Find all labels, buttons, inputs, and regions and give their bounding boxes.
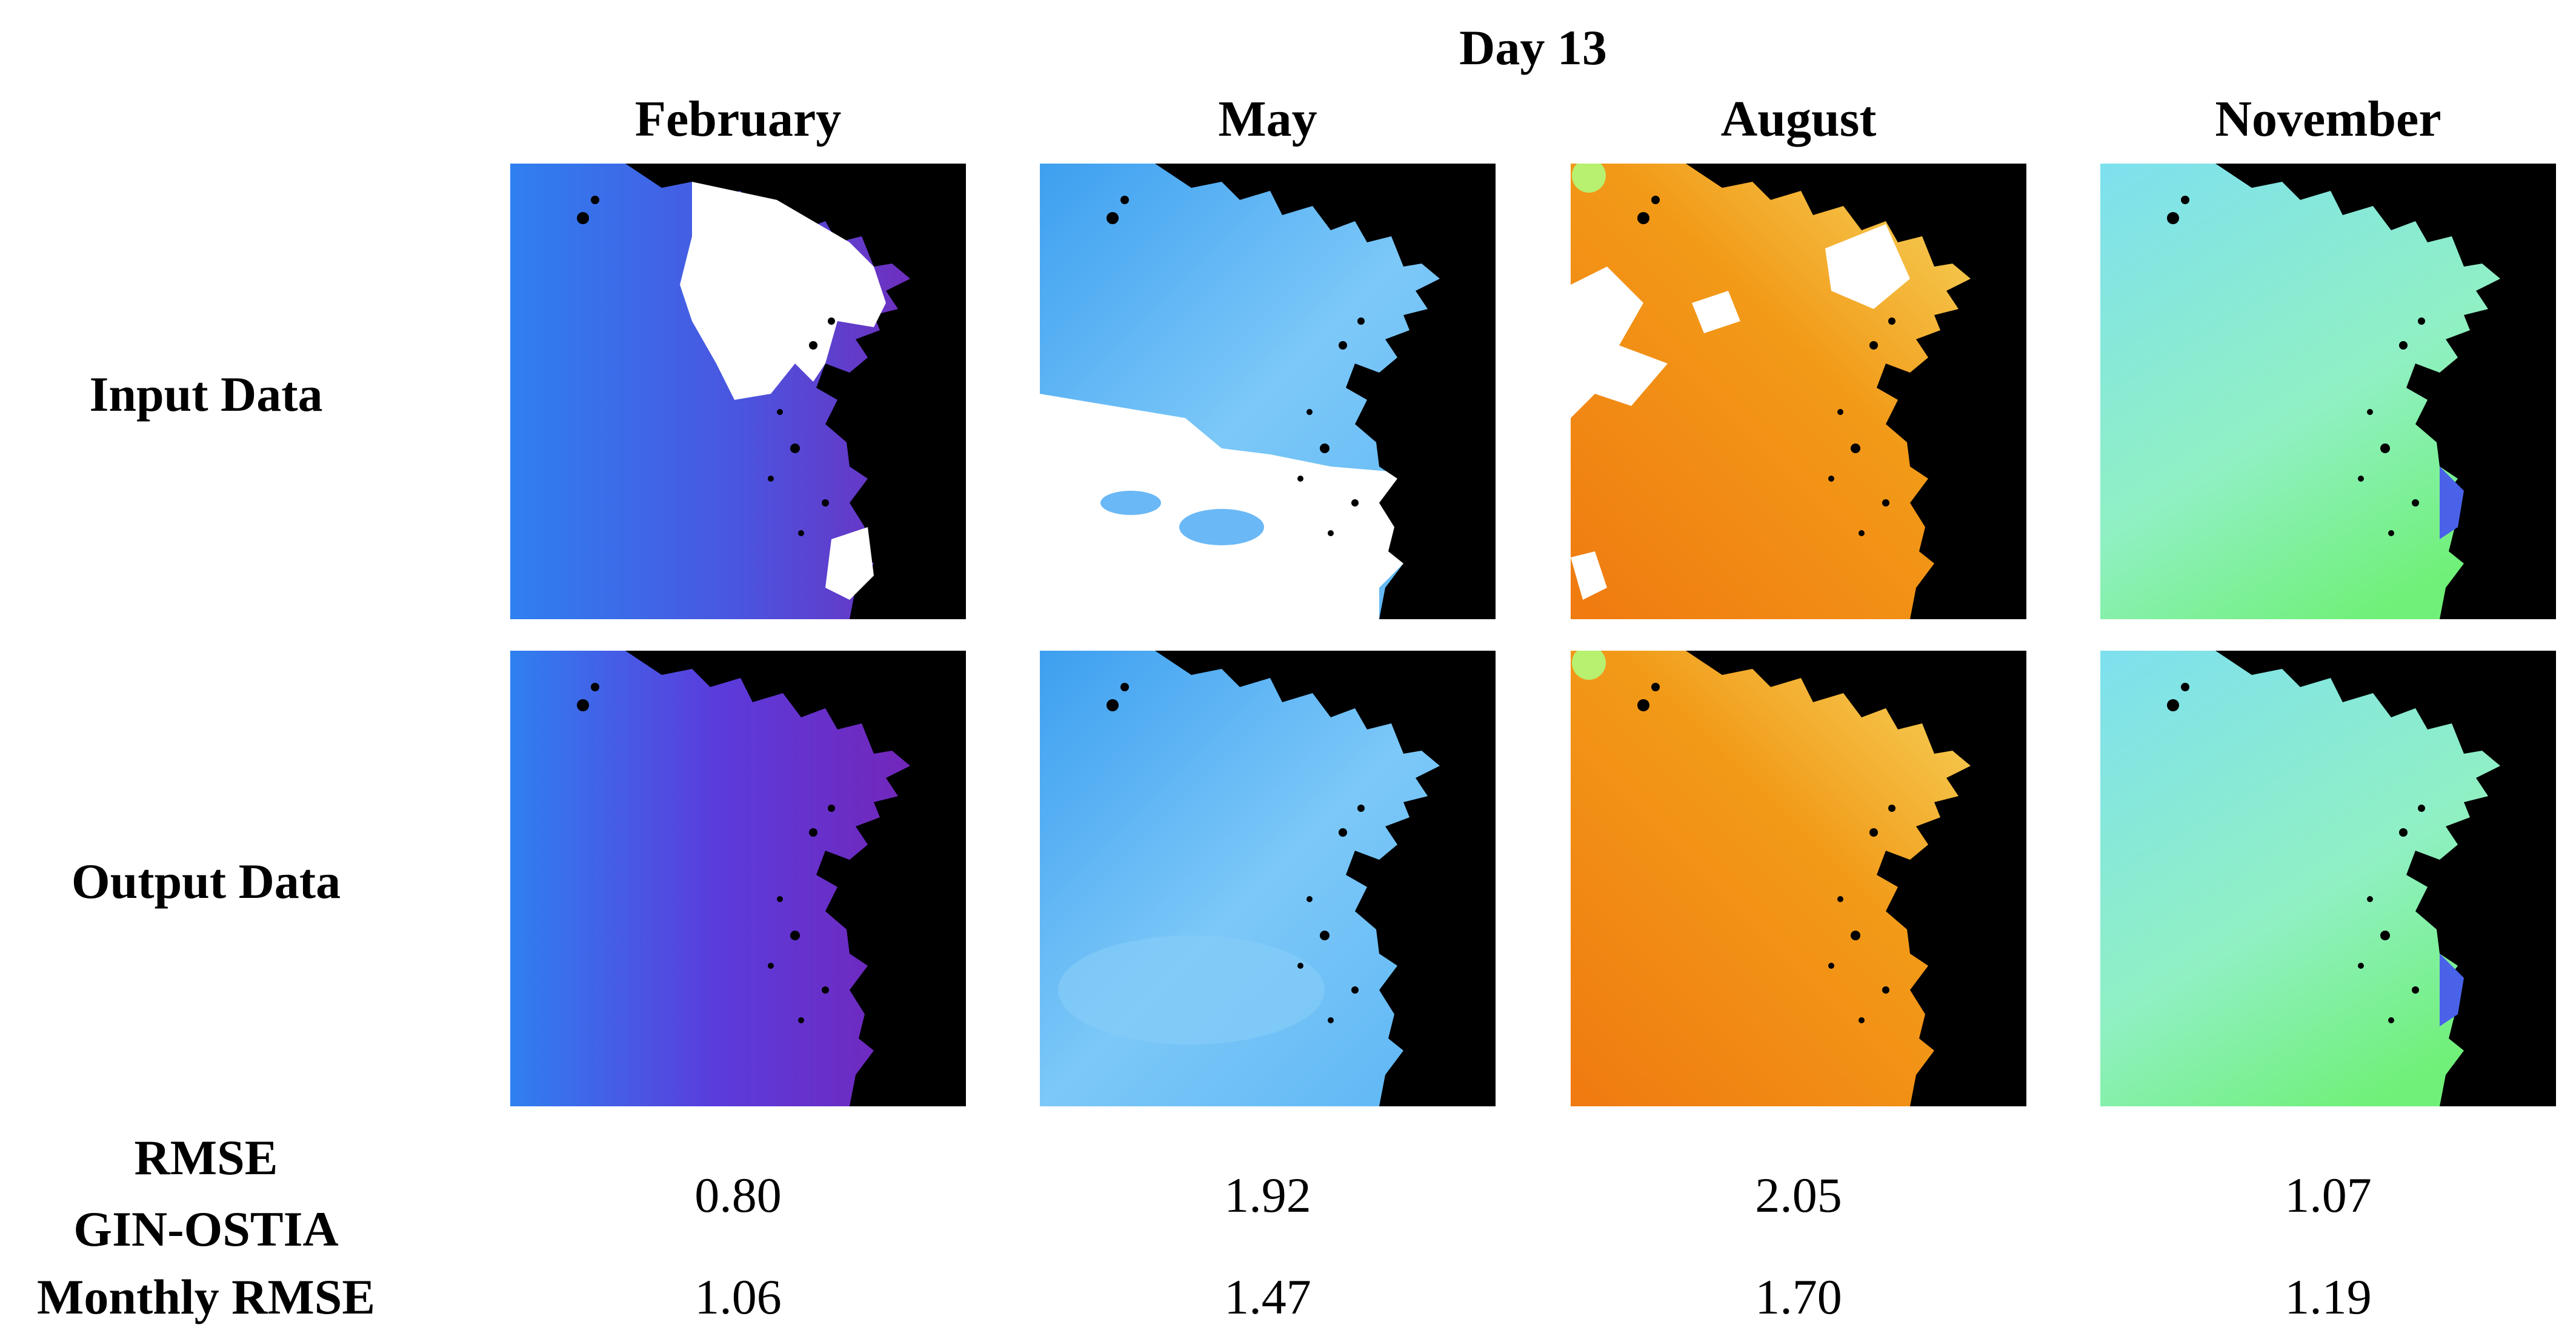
- map-output-august: [1571, 651, 2026, 1106]
- column-header-february: February: [634, 91, 842, 147]
- map-input-august: [1571, 164, 2026, 619]
- column-header-november: November: [2215, 91, 2441, 147]
- metric-label-monthly-rmse: Monthly RMSE: [36, 1269, 376, 1324]
- rmse-value-november: 1.07: [2285, 1168, 2372, 1223]
- row-label-output: Output Data: [71, 854, 341, 909]
- metric-label-gin-ostia: GIN-OSTIA: [73, 1201, 339, 1257]
- monthly-rmse-value-february: 1.06: [694, 1269, 782, 1324]
- map-input-may: [1040, 164, 1496, 619]
- column-header-may: May: [1218, 91, 1317, 147]
- rmse-value-may: 1.92: [1224, 1168, 1311, 1223]
- map-output-february: [510, 651, 966, 1106]
- map-input-november: [2100, 164, 2556, 619]
- metric-label-rmse: RMSE: [134, 1130, 278, 1185]
- monthly-rmse-value-november: 1.19: [2285, 1269, 2372, 1324]
- monthly-rmse-value-august: 1.70: [1755, 1269, 1842, 1324]
- monthly-rmse-value-may: 1.47: [1224, 1269, 1311, 1324]
- map-output-november: [2100, 651, 2556, 1106]
- figure-title: Day 13: [1459, 20, 1607, 75]
- column-header-august: August: [1720, 91, 1877, 147]
- rmse-value-august: 2.05: [1755, 1168, 1842, 1223]
- row-label-input: Input Data: [89, 367, 323, 422]
- map-input-february: [510, 164, 966, 619]
- map-output-may: [1040, 651, 1496, 1106]
- rmse-value-february: 0.80: [694, 1168, 782, 1223]
